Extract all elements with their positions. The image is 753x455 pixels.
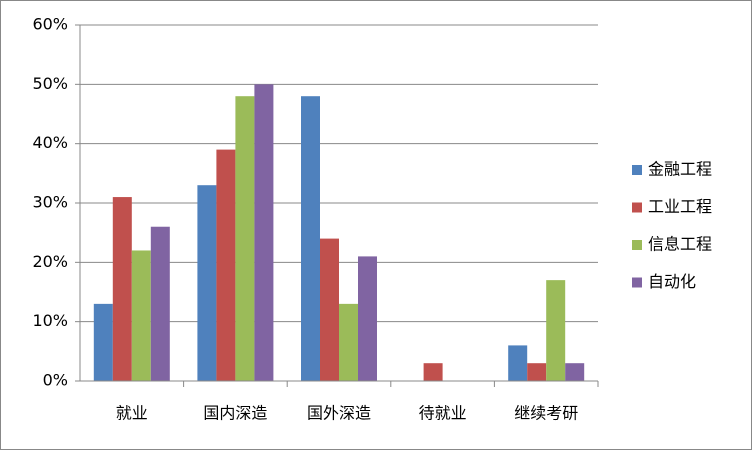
x-tick-label: 继续考研 bbox=[514, 404, 578, 423]
bar bbox=[423, 363, 443, 381]
x-tick-label: 待就业 bbox=[419, 404, 467, 423]
bar bbox=[254, 84, 274, 381]
y-tick-label: 40% bbox=[32, 133, 68, 152]
legend-label: 工业工程 bbox=[648, 197, 712, 216]
bar bbox=[546, 280, 566, 381]
bar bbox=[235, 96, 255, 381]
y-tick-label: 0% bbox=[43, 371, 68, 390]
legend-swatch bbox=[632, 202, 642, 213]
bar bbox=[565, 363, 585, 381]
bar bbox=[301, 96, 320, 381]
y-tick-label: 30% bbox=[32, 193, 68, 212]
bar bbox=[339, 303, 358, 381]
y-tick-label: 50% bbox=[32, 74, 68, 93]
bar bbox=[527, 363, 547, 381]
legend-swatch bbox=[632, 165, 642, 175]
legend-swatch bbox=[632, 240, 642, 250]
legend-label: 自动化 bbox=[648, 272, 696, 291]
y-tick-label: 20% bbox=[32, 252, 68, 271]
x-tick-label: 就业 bbox=[116, 404, 148, 423]
x-tick-label: 国外深造 bbox=[307, 404, 371, 423]
legend-label: 金融工程 bbox=[648, 160, 712, 179]
y-tick-label: 60% bbox=[32, 15, 68, 34]
bar bbox=[358, 256, 377, 381]
bar bbox=[93, 303, 113, 381]
bar bbox=[197, 185, 217, 381]
x-tick-label: 国内深造 bbox=[203, 404, 267, 423]
bar bbox=[320, 238, 339, 381]
y-tick-label: 10% bbox=[32, 311, 68, 330]
bar bbox=[216, 149, 236, 381]
bar bbox=[150, 226, 170, 381]
bar bbox=[131, 250, 151, 381]
legend-label: 信息工程 bbox=[648, 235, 712, 254]
bar bbox=[508, 345, 528, 381]
bar bbox=[112, 197, 132, 381]
legend-swatch bbox=[632, 277, 642, 288]
